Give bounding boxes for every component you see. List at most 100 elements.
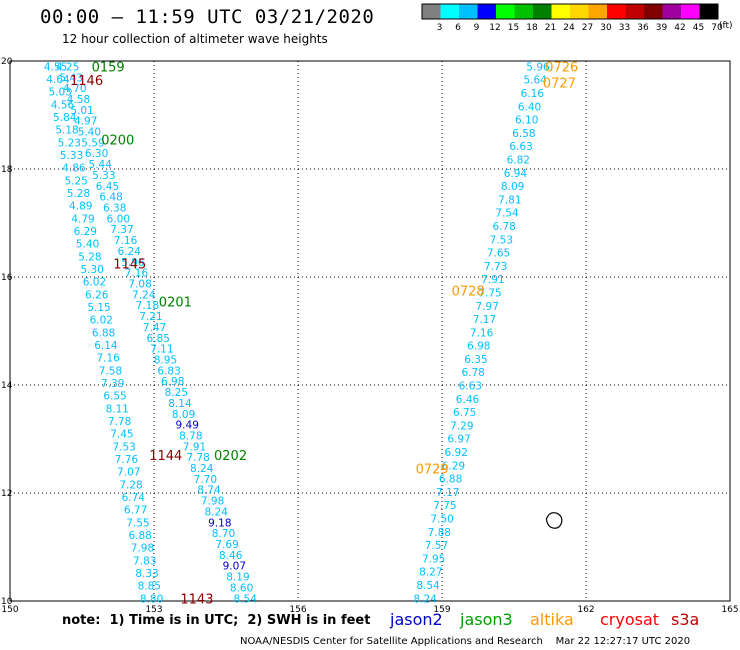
- wave-height-value: 7.76: [115, 454, 139, 466]
- wave-height-value: 6.29: [74, 226, 97, 238]
- legend-swatch: [644, 4, 663, 19]
- wave-height-value: 6.16: [521, 88, 545, 100]
- legend-swatch: [570, 4, 589, 19]
- wave-height-value: 7.88: [428, 527, 451, 539]
- pass-time-label: 1143: [180, 592, 213, 607]
- wave-height-value: 7.37: [110, 224, 133, 236]
- wave-height-value: 5.30: [80, 264, 103, 276]
- lat-tick-label: 16: [1, 273, 13, 283]
- wave-height-value: 6.98: [467, 341, 490, 353]
- lat-tick-label: 12: [1, 489, 12, 499]
- wave-height-value: 7.16: [125, 268, 149, 280]
- legend: 3 6 9 12 15 18 21 24 27 30 33 36 39 42 45 70: [421, 3, 723, 33]
- wave-height-value: 7.75: [433, 500, 456, 512]
- legend-swatch: [551, 4, 570, 19]
- wave-height-value: 8.09: [172, 409, 195, 421]
- wave-height-value: 5.40: [78, 127, 101, 139]
- legend-label: 6: [455, 23, 461, 33]
- wave-height-value: 8.24: [414, 593, 438, 605]
- wave-height-value: 6.63: [509, 141, 532, 153]
- wave-height-value: 6.98: [161, 376, 184, 388]
- wave-height-value: 6.29: [442, 460, 465, 472]
- wave-height-value: 6.88: [128, 530, 151, 542]
- lon-tick-label: 156: [289, 605, 306, 615]
- wave-height-value: 7.16: [114, 235, 138, 247]
- pass-time-label: 0202: [214, 449, 247, 464]
- wave-height-value: 7.11: [150, 344, 173, 356]
- legend-label: 12: [489, 23, 500, 33]
- wave-height-value: 6.82: [507, 154, 530, 166]
- wave-height-value: 5.28: [67, 188, 90, 200]
- legend-label: 42: [674, 23, 685, 33]
- wave-height-value: 6.63: [459, 381, 482, 393]
- wave-height-value: 5.28: [78, 251, 101, 263]
- wave-height-value: 7.17: [473, 314, 496, 326]
- wave-height-value: 5.96: [526, 61, 550, 73]
- wave-height-value: 4.86: [62, 163, 86, 175]
- wave-height-value: 7.29: [450, 420, 473, 432]
- wave-height-value: 8.70: [212, 528, 235, 540]
- wave-height-value: 6.88: [92, 327, 115, 339]
- legend-label: 21: [545, 23, 556, 33]
- wave-height-value: 7.54: [495, 208, 519, 220]
- wave-height-value: 6.45: [96, 181, 119, 193]
- wave-height-value: 5.84: [53, 112, 77, 124]
- wave-height-value: 7.55: [126, 517, 149, 529]
- wave-height-value: 7.78: [186, 452, 209, 464]
- track-b: 4.255.434.704.585.014.975.405.596.305.44…: [56, 61, 257, 605]
- legend-label: 27: [582, 23, 593, 33]
- legend-swatch: [422, 4, 441, 19]
- wave-height-value: 7.91: [183, 441, 206, 453]
- legend-label: 3: [437, 23, 443, 33]
- legend-label: 18: [526, 23, 538, 33]
- legend-label: 39: [656, 23, 668, 33]
- wave-height-value: 6.38: [103, 203, 126, 215]
- wave-height-value: 4.79: [71, 213, 94, 225]
- wave-height-value: 5.59: [81, 137, 104, 149]
- wave-height-value: 7.47: [143, 322, 166, 334]
- legend-swatch: [699, 4, 718, 19]
- map-subtitle: 12 hour collection of altimeter wave hei…: [62, 32, 328, 46]
- legend-swatch: [514, 4, 533, 19]
- wave-height-value: 6.30: [85, 148, 108, 160]
- wave-height-value: 8.09: [501, 181, 524, 193]
- wave-height-value: 7.78: [108, 416, 131, 428]
- wave-height-value: 8.85: [138, 581, 161, 593]
- wave-height-value: 8.24: [190, 463, 214, 475]
- wave-height-value: 5.43: [60, 72, 83, 84]
- wave-height-value: 8.60: [230, 582, 253, 594]
- wave-height-value: 6.35: [464, 354, 487, 366]
- satellite-s3a: s3a: [671, 610, 700, 629]
- wave-height-value: 7.83: [133, 555, 156, 567]
- wave-height-value: 9.07: [223, 561, 246, 573]
- wave-height-value: 6.00: [107, 213, 130, 225]
- wave-height-value: 8.78: [179, 430, 202, 442]
- legend-swatch: [477, 4, 496, 19]
- wave-height-value: 6.97: [447, 434, 470, 446]
- wave-height-value: 7.57: [425, 540, 448, 552]
- wave-height-value: 8.27: [419, 567, 442, 579]
- wave-height-value: 7.50: [430, 514, 453, 526]
- wave-height-value: 6.26: [85, 289, 109, 301]
- wave-height-value: 7.45: [110, 429, 133, 441]
- pass-time-label: 0726: [545, 60, 578, 75]
- wave-height-value: 7.08: [128, 279, 151, 291]
- footer-credit: NOAA/NESDIS Center for Satellite Applica…: [240, 636, 691, 647]
- wave-height-value: 7.24: [132, 289, 156, 301]
- wave-height-value: 6.92: [445, 447, 468, 459]
- legend-swatch: [459, 4, 478, 19]
- wave-height-value: 7.18: [136, 300, 159, 312]
- wave-height-value: 8.14: [168, 398, 192, 410]
- wave-height-value: 7.28: [119, 479, 142, 491]
- wave-height-value: 7.73: [484, 261, 507, 273]
- wave-height-value: 6.14: [94, 340, 118, 352]
- legend-label: 70: [711, 23, 723, 33]
- wave-height-value: 6.83: [157, 365, 180, 377]
- wave-height-value: 7.53: [112, 441, 135, 453]
- wave-height-value: 7.97: [476, 301, 499, 313]
- wave-height-value: 5.33: [60, 150, 83, 162]
- wave-height-value: 6.85: [147, 333, 170, 345]
- satellite-jason3: jason3: [460, 610, 513, 629]
- wave-height-value: 6.94: [504, 168, 528, 180]
- wave-height-value: 6.58: [512, 128, 535, 140]
